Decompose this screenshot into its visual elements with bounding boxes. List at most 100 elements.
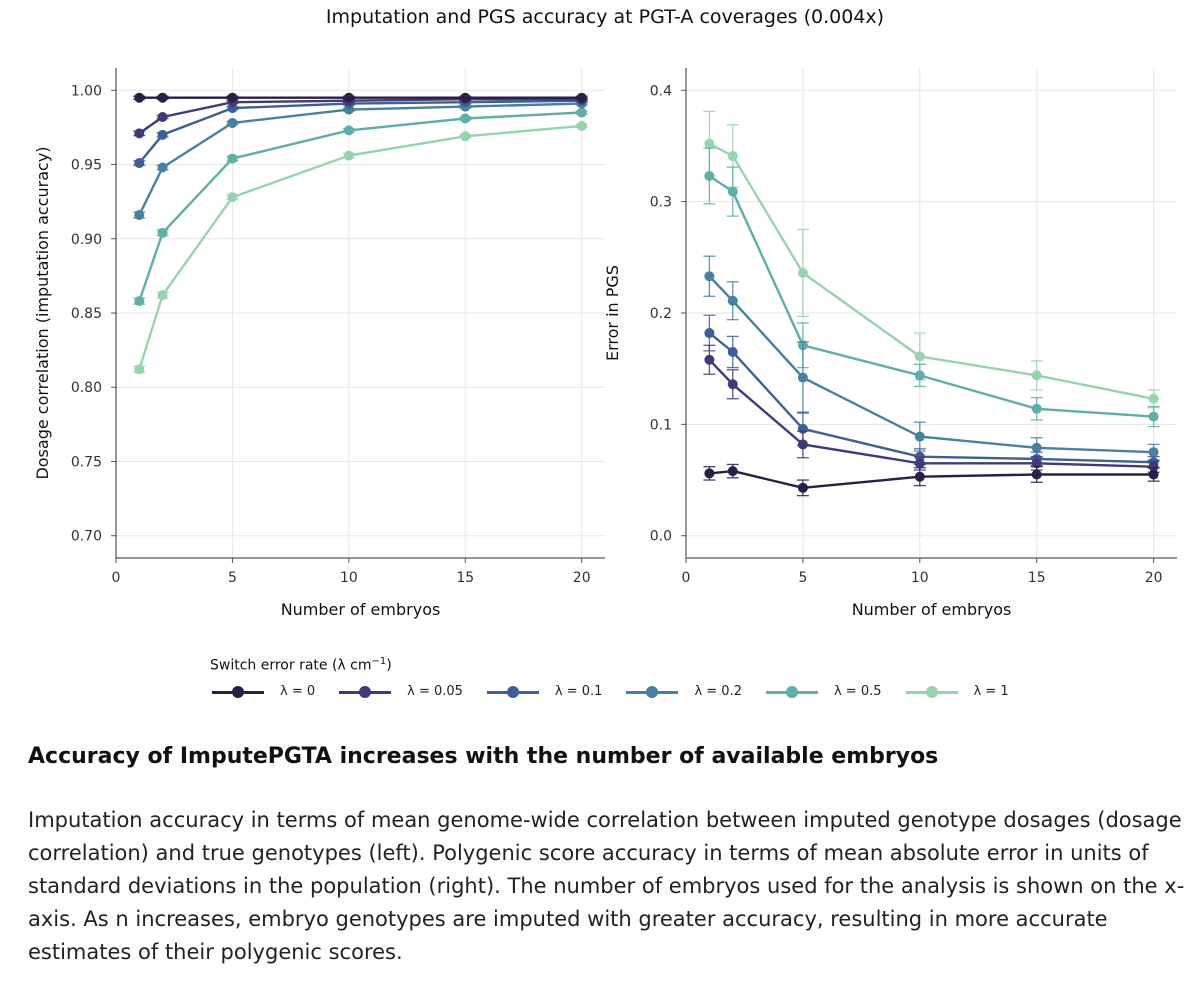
panel-right: 0.0 0.1 0.2 0.3 0.4 0 5 10 15 20 Number of embryos…	[603, 68, 1177, 619]
data-point	[704, 138, 715, 149]
data-point	[134, 364, 145, 375]
y-tick-label: 0.3	[650, 195, 672, 211]
data-point	[797, 482, 808, 493]
data-point	[727, 295, 738, 306]
data-point	[1148, 461, 1159, 472]
y-tick-label: 0.0	[650, 529, 672, 545]
data-point	[727, 379, 738, 390]
data-point	[157, 112, 168, 122]
legend: Switch error rate (λ cm−1) λ = 0 λ = 0.05…	[210, 656, 1110, 716]
x-tick-label: 5	[798, 570, 807, 586]
series-line	[138, 99, 582, 164]
data-point	[914, 351, 925, 362]
series-5	[703, 147, 1160, 428]
data-point	[134, 296, 145, 307]
data-point	[576, 92, 587, 103]
series-4	[133, 98, 588, 220]
series-3	[703, 314, 1160, 469]
series-6	[133, 120, 588, 375]
charts-area: 0.70 0.75 0.80 0.85 0.90 0.95 1.00 0 5 10 15 20 Numb…	[33, 68, 1177, 619]
data-point	[343, 150, 354, 161]
y-tick-label: 1.00	[71, 83, 102, 99]
legend-key-dot	[359, 685, 372, 698]
data-point	[914, 458, 925, 469]
chart-title: Imputation and PGS accuracy at PGT-A cov…	[325, 6, 885, 28]
caption-text: Imputation accuracy in terms of mean gen…	[28, 808, 1185, 964]
data-point	[704, 271, 715, 282]
legend-label: λ = 0.5	[833, 684, 882, 700]
x-tick-label: 15	[1028, 570, 1046, 586]
x-tick-label: 20	[573, 570, 591, 586]
legend-key	[764, 684, 820, 700]
data-point	[227, 192, 238, 203]
data-point	[157, 92, 168, 103]
data-point	[704, 171, 715, 182]
data-point	[727, 150, 738, 161]
legend-key	[485, 684, 541, 700]
y-tick-label: 0.4	[650, 83, 672, 99]
panel-left: 0.70 0.75 0.80 0.85 0.90 0.95 1.00 0 5 10 15 20 Numb…	[33, 68, 605, 619]
legend-label: λ = 0	[280, 684, 316, 700]
data-point	[134, 210, 145, 220]
x-tick-label: 20	[1145, 570, 1163, 586]
series-2	[703, 344, 1160, 473]
data-point	[914, 431, 925, 442]
legend-key-dot	[232, 685, 244, 698]
y-axis-label: Dosage correlation (imputation accuracy)	[33, 146, 52, 479]
legend-key-dot	[646, 685, 659, 698]
x-tick-label: 10	[911, 570, 929, 586]
data-point	[914, 471, 925, 482]
series-line	[708, 275, 1154, 454]
series-4	[703, 255, 1160, 461]
series-line	[708, 332, 1154, 464]
data-point	[1031, 370, 1042, 381]
data-point	[460, 92, 471, 103]
y-tick-label: 0.75	[71, 454, 102, 470]
legend-item: λ = 0.2	[624, 684, 742, 700]
y-tick-label: 0.2	[650, 306, 672, 322]
data-point	[343, 92, 354, 103]
data-point	[576, 107, 587, 118]
series-1	[703, 463, 1160, 497]
legend-label: λ = 0.05	[407, 684, 463, 700]
legend-key-dot	[785, 685, 798, 698]
legend-item: λ = 0.5	[764, 684, 882, 700]
data-point	[157, 227, 168, 238]
data-point	[157, 162, 168, 173]
y-tick-label: 0.70	[71, 529, 102, 545]
data-point	[1031, 469, 1042, 480]
data-point	[227, 117, 238, 128]
x-tick-label: 5	[228, 570, 237, 586]
legend-item: λ = 0.05	[337, 684, 463, 700]
legend-item: λ = 1	[904, 684, 1009, 700]
legend-items: λ = 0 λ = 0.05 λ = 0.1 λ = 0.2 λ = 0.5 λ = 1	[210, 684, 1110, 700]
y-tick-label: 0.90	[71, 232, 102, 248]
data-point	[227, 92, 238, 103]
series-line	[138, 102, 582, 216]
series-line	[708, 358, 1154, 468]
series-5	[133, 107, 588, 307]
data-point	[1148, 469, 1159, 480]
series-line	[708, 142, 1154, 400]
data-point	[1148, 393, 1159, 404]
x-tick-label: 0	[682, 570, 691, 586]
y-tick-label: 0.95	[71, 158, 102, 174]
data-point	[797, 439, 808, 450]
series-line	[138, 111, 582, 302]
x-tick-label: 15	[456, 570, 474, 586]
data-point	[1031, 403, 1042, 414]
data-point	[227, 153, 238, 164]
series-6	[703, 110, 1160, 409]
legend-title-end: )	[386, 657, 392, 674]
data-point	[727, 346, 738, 357]
data-point	[797, 372, 808, 383]
y-tick-label: 0.1	[650, 417, 672, 433]
legend-item: λ = 0.1	[485, 684, 602, 700]
data-point	[343, 125, 354, 136]
x-tick-label: 10	[340, 570, 358, 586]
data-point	[1031, 458, 1042, 469]
data-point	[1148, 411, 1159, 422]
x-axis-label: Number of embryos	[281, 600, 441, 619]
data-point	[134, 92, 145, 103]
data-point	[797, 267, 808, 278]
